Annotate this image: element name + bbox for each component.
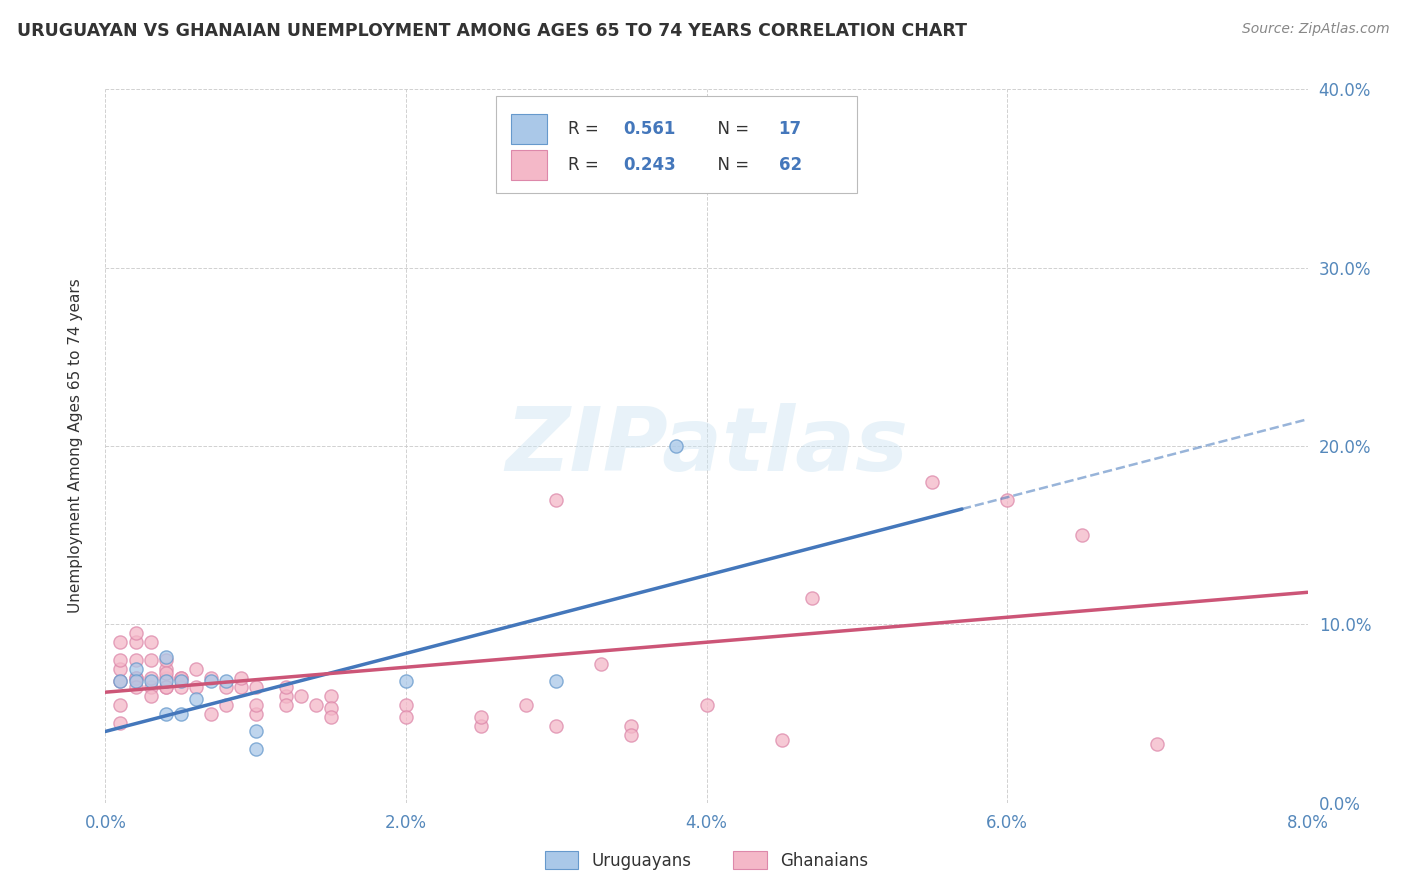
Text: 0.243: 0.243	[624, 156, 676, 174]
Point	[214, 698, 236, 712]
Point	[800, 591, 823, 605]
Point	[395, 710, 418, 724]
Point	[395, 698, 418, 712]
Point	[620, 719, 643, 733]
Point	[515, 698, 537, 712]
Point	[169, 671, 191, 685]
Text: 62: 62	[779, 156, 801, 174]
Point	[214, 674, 236, 689]
Point	[139, 680, 162, 694]
Point	[245, 680, 267, 694]
Point	[155, 653, 177, 667]
Point	[696, 698, 718, 712]
Point	[245, 742, 267, 756]
Point	[110, 674, 132, 689]
Point	[124, 635, 146, 649]
Point	[184, 662, 207, 676]
Point	[139, 689, 162, 703]
Point	[319, 710, 342, 724]
Point	[546, 674, 568, 689]
Point	[124, 626, 146, 640]
Point	[184, 680, 207, 694]
Text: Source: ZipAtlas.com: Source: ZipAtlas.com	[1241, 22, 1389, 37]
Point	[274, 689, 297, 703]
Legend: Uruguayans, Ghanaians: Uruguayans, Ghanaians	[538, 845, 875, 877]
Point	[139, 653, 162, 667]
Point	[155, 680, 177, 694]
Point	[546, 492, 568, 507]
Point	[124, 671, 146, 685]
Text: N =: N =	[707, 156, 754, 174]
Point	[214, 680, 236, 694]
Point	[155, 665, 177, 680]
Point	[319, 689, 342, 703]
Point	[546, 719, 568, 733]
Point	[995, 492, 1018, 507]
Point	[169, 674, 191, 689]
Point	[290, 689, 312, 703]
Point	[274, 698, 297, 712]
Point	[155, 680, 177, 694]
Text: R =: R =	[568, 156, 605, 174]
Point	[139, 635, 162, 649]
Y-axis label: Unemployment Among Ages 65 to 74 years: Unemployment Among Ages 65 to 74 years	[69, 278, 83, 614]
Point	[591, 657, 613, 671]
Point	[155, 662, 177, 676]
Point	[245, 706, 267, 721]
Point	[470, 710, 492, 724]
Point	[665, 439, 688, 453]
Point	[110, 653, 132, 667]
Point	[200, 674, 222, 689]
Point	[110, 635, 132, 649]
Point	[110, 715, 132, 730]
Point	[319, 701, 342, 715]
Point	[139, 671, 162, 685]
Point	[124, 680, 146, 694]
Point	[245, 698, 267, 712]
Point	[229, 680, 252, 694]
Point	[124, 671, 146, 685]
Point	[169, 671, 191, 685]
Point	[274, 680, 297, 694]
FancyBboxPatch shape	[510, 114, 547, 145]
Point	[110, 674, 132, 689]
Point	[155, 706, 177, 721]
Point	[155, 671, 177, 685]
Point	[245, 724, 267, 739]
Text: 17: 17	[779, 120, 801, 138]
Point	[395, 674, 418, 689]
Point	[155, 674, 177, 689]
FancyBboxPatch shape	[496, 96, 856, 193]
Text: 0.561: 0.561	[624, 120, 676, 138]
Text: ZIPatlas: ZIPatlas	[505, 402, 908, 490]
Point	[124, 653, 146, 667]
Point	[229, 671, 252, 685]
Point	[110, 698, 132, 712]
Point	[124, 662, 146, 676]
Point	[139, 674, 162, 689]
Point	[200, 706, 222, 721]
Point	[184, 692, 207, 706]
FancyBboxPatch shape	[510, 150, 547, 180]
Point	[770, 733, 793, 747]
Text: R =: R =	[568, 120, 605, 138]
Point	[155, 649, 177, 664]
Point	[200, 671, 222, 685]
Point	[110, 662, 132, 676]
Point	[169, 706, 191, 721]
Point	[124, 674, 146, 689]
Point	[620, 728, 643, 742]
Point	[470, 719, 492, 733]
Text: N =: N =	[707, 120, 754, 138]
Point	[1071, 528, 1094, 542]
Point	[921, 475, 943, 489]
Point	[1146, 737, 1168, 751]
Point	[305, 698, 328, 712]
Point	[169, 680, 191, 694]
Text: URUGUAYAN VS GHANAIAN UNEMPLOYMENT AMONG AGES 65 TO 74 YEARS CORRELATION CHART: URUGUAYAN VS GHANAIAN UNEMPLOYMENT AMONG…	[17, 22, 967, 40]
